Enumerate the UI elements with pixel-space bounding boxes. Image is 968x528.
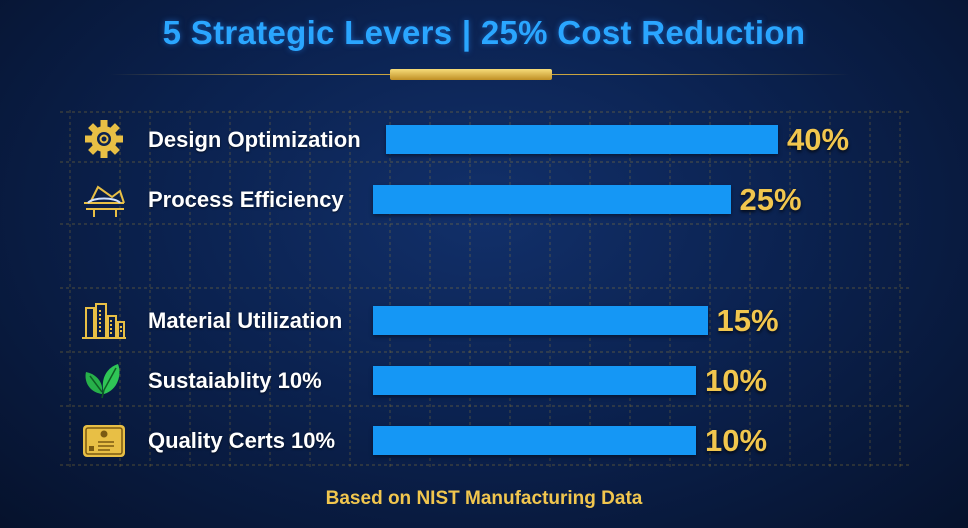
category-label: Quality Certs 10%	[148, 428, 336, 453]
category-label: Sustaiablity 10%	[148, 368, 322, 393]
category-label: Process Efficiency	[148, 187, 344, 212]
value-label: 25%	[739, 182, 802, 217]
bar	[373, 366, 696, 395]
value-label: 10%	[705, 363, 768, 398]
title-accent-bar	[390, 69, 552, 80]
chart-title: 5 Strategic Levers | 25% Cost Reduction	[162, 14, 806, 51]
gear-icon	[80, 119, 128, 159]
bar	[373, 185, 731, 214]
certificate-icon	[80, 420, 128, 460]
footnote: Based on NIST Manufacturing Data	[325, 488, 643, 509]
leaf-icon	[80, 360, 128, 400]
bar	[386, 125, 778, 154]
category-label: Material Utilization	[148, 308, 343, 333]
bar	[373, 306, 708, 335]
bar	[373, 426, 696, 455]
value-label: 40%	[787, 122, 850, 157]
value-label: 10%	[705, 423, 768, 458]
buildings-icon	[80, 300, 128, 340]
value-label: 15%	[716, 303, 779, 338]
conveyor-icon	[80, 179, 128, 219]
category-label: Design Optimization	[148, 127, 361, 152]
